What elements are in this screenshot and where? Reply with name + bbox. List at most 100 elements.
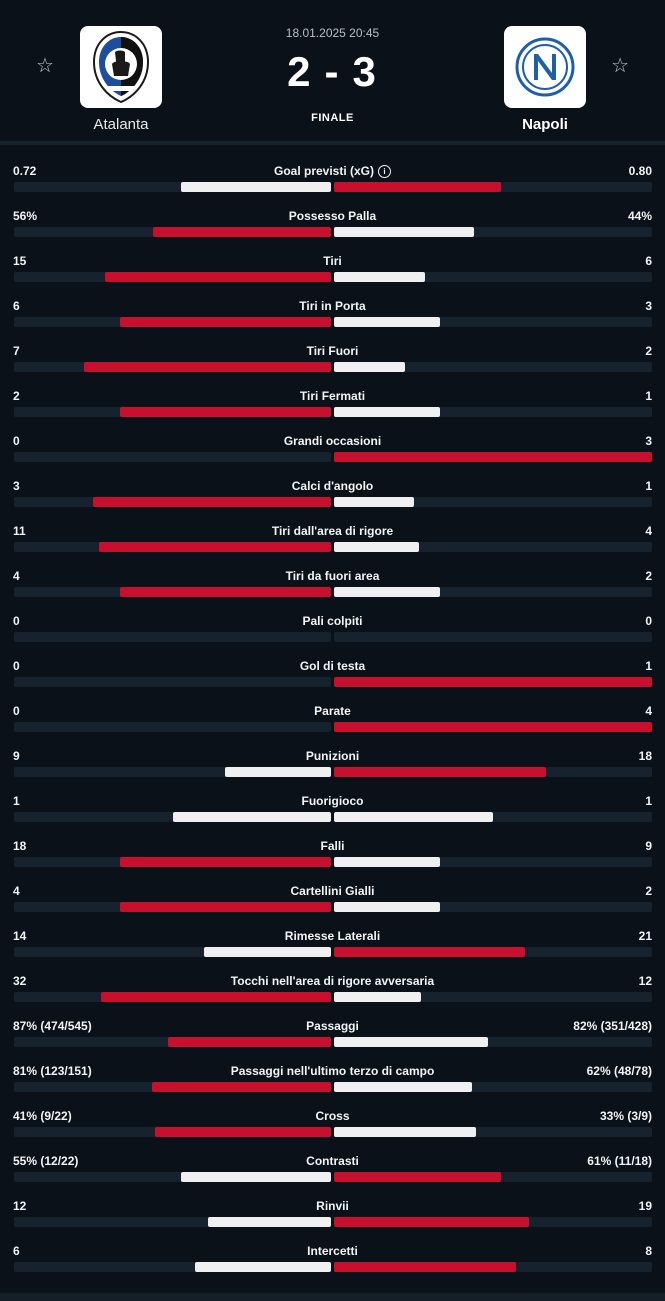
home-bar-track	[14, 182, 331, 192]
napoli-logo[interactable]	[504, 26, 586, 108]
home-bar-track	[14, 407, 331, 417]
away-bar	[334, 1127, 476, 1137]
stat-label-text: Tiri	[323, 254, 342, 268]
atalanta-logo[interactable]	[80, 26, 162, 108]
away-stat-value: 18	[638, 749, 652, 763]
away-bar-track	[334, 497, 652, 507]
away-bar-track	[334, 812, 652, 822]
stat-row: 32 Tocchi nell'area di rigore avversaria 1…	[0, 960, 665, 1005]
stat-row: 3 Calci d'angolo 1	[0, 465, 665, 510]
home-stat-value: 87% (474/545)	[13, 1019, 92, 1033]
away-bar-track	[334, 1172, 652, 1182]
home-bar	[225, 767, 331, 777]
stat-label-text: Falli	[320, 839, 345, 853]
home-stat-value: 2	[13, 389, 20, 403]
away-stat-value: 2	[645, 569, 652, 583]
away-stat-value: 1	[645, 659, 652, 673]
stat-label: Falli	[0, 839, 665, 853]
home-bar	[119, 407, 331, 417]
away-bar	[334, 362, 405, 372]
home-bar-track	[14, 632, 331, 642]
match-score: 2-3	[0, 48, 665, 96]
home-bar	[119, 317, 331, 327]
stat-label-text: Tiri in Porta	[299, 299, 366, 313]
stat-row: 6 Intercetti 8	[0, 1230, 665, 1275]
stat-label-text: Pali colpiti	[302, 614, 363, 628]
away-team-name[interactable]: Napoli	[522, 116, 568, 133]
stat-row: 56% Possesso Palla 44%	[0, 195, 665, 240]
home-bar-track	[14, 1172, 331, 1182]
home-stat-value: 9	[13, 749, 20, 763]
away-bar	[334, 722, 652, 732]
home-bar	[167, 1037, 331, 1047]
napoli-crest-icon	[515, 37, 575, 97]
stat-label: Fuorigioco	[0, 794, 665, 808]
stat-row: 9 Punizioni 18	[0, 735, 665, 780]
home-bar-track	[14, 722, 331, 732]
away-bar	[334, 812, 493, 822]
away-bar	[334, 1037, 489, 1047]
stat-label: Passaggi	[0, 1019, 665, 1033]
stat-label-text: Cross	[315, 1109, 350, 1123]
away-stat-value: 33% (3/9)	[599, 1109, 652, 1123]
home-bar	[180, 1172, 331, 1182]
away-bar	[334, 587, 440, 597]
home-bar	[104, 272, 331, 282]
stat-label-text: Fuorigioco	[301, 794, 364, 808]
away-bar-track	[334, 857, 652, 867]
stat-label: Passaggi nell'ultimo terzo di campo	[0, 1064, 665, 1078]
away-bar-track	[334, 227, 652, 237]
home-bar-track	[14, 1262, 331, 1272]
favorite-away-star-icon[interactable]: ☆	[611, 55, 629, 77]
stat-label-text: Goal previsti (xG)	[273, 164, 375, 178]
stat-label-text: Gol di testa	[299, 659, 366, 673]
score-separator: -	[324, 48, 341, 95]
info-icon[interactable]: i	[378, 165, 392, 178]
stat-label-text: Tiri dall'area di rigore	[271, 524, 394, 538]
home-score: 2	[287, 48, 313, 95]
away-stat-value: 19	[638, 1199, 652, 1213]
home-team-name[interactable]: Atalanta	[93, 116, 149, 133]
stat-label-text: Tocchi nell'area di rigore avversaria	[230, 974, 435, 988]
away-stat-value: 8	[645, 1244, 652, 1258]
away-stat-value: 21	[638, 929, 652, 943]
stat-label: Rinvii	[0, 1199, 665, 1213]
home-bar-track	[14, 1082, 331, 1092]
stat-row: 18 Falli 9	[0, 825, 665, 870]
home-stat-value: 15	[13, 254, 27, 268]
stat-label: Punizioni	[0, 749, 665, 763]
home-bar	[100, 992, 331, 1002]
stat-label: Tiri da fuori area	[0, 569, 665, 583]
stat-row: 2 Tiri Fermati 1	[0, 375, 665, 420]
away-bar-track	[334, 452, 652, 462]
home-stat-value: 81% (123/151)	[13, 1064, 92, 1078]
home-bar-track	[14, 542, 331, 552]
away-bar-track	[334, 992, 652, 1002]
stat-label-text: Tiri da fuori area	[285, 569, 380, 583]
away-bar	[334, 542, 419, 552]
home-bar-track	[14, 362, 331, 372]
away-stat-value: 61% (11/18)	[587, 1154, 652, 1168]
away-stat-value: 9	[645, 839, 652, 853]
stat-label-text: Intercetti	[307, 1244, 358, 1258]
away-stat-value: 1	[645, 389, 652, 403]
away-bar	[334, 497, 414, 507]
stat-label: Rimesse Laterali	[0, 929, 665, 943]
away-bar	[334, 677, 652, 687]
home-stat-value: 32	[13, 974, 27, 988]
away-bar	[334, 227, 474, 237]
home-bar-track	[14, 1127, 331, 1137]
stat-row: 0.72 Goal previsti (xG) i 0.80	[0, 150, 665, 195]
home-bar	[195, 1262, 331, 1272]
away-score: 3	[352, 48, 378, 95]
home-bar-track	[14, 902, 331, 912]
away-bar	[334, 317, 440, 327]
away-bar-track	[334, 542, 652, 552]
home-bar-track	[14, 227, 331, 237]
home-stat-value: 1	[13, 794, 20, 808]
stat-label: Tiri Fuori	[0, 344, 665, 358]
home-stat-value: 0	[13, 614, 20, 628]
favorite-home-star-icon[interactable]: ☆	[36, 55, 54, 77]
stat-label: Cartellini Gialli	[0, 884, 665, 898]
stat-row: 4 Cartellini Gialli 2	[0, 870, 665, 915]
